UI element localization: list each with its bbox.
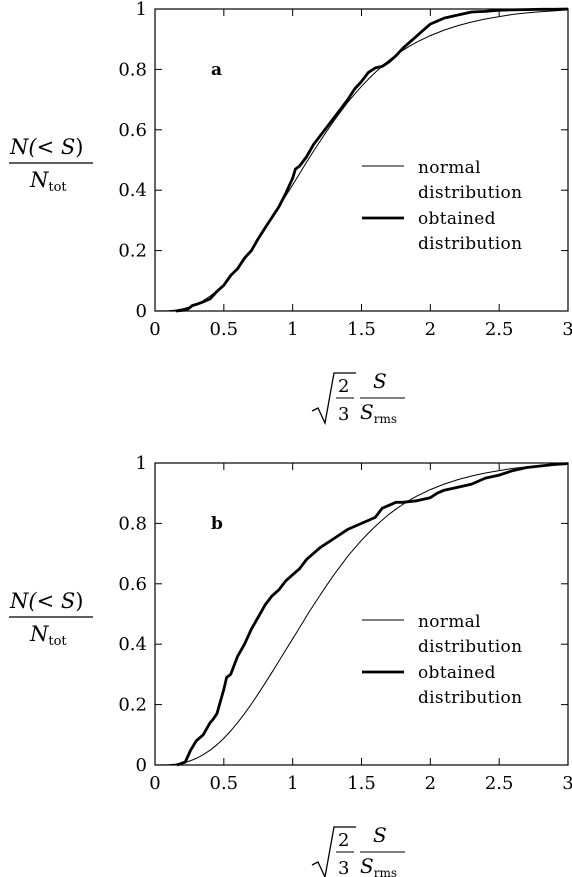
x-tick-label: 1 <box>287 319 298 340</box>
panel-b-label: b <box>211 514 223 534</box>
panel-b-legend-normal-line2: distribution <box>418 637 522 657</box>
panel-a-xlabel-var-den-s: S <box>360 400 374 424</box>
normal-distribution-line <box>154 9 569 312</box>
panel-b-ylabel-den: N <box>29 622 49 646</box>
panel-a: 0 0.5 1 1.5 2 2.5 3 0 0.2 0.4 0.6 0.8 1 a normal dis… <box>9 0 572 426</box>
panel-a-ylabel-num-left: N(< <box>9 135 61 159</box>
panel-a-xlabel-frac-num: 2 <box>338 376 349 397</box>
panel-a-legend: normal distribution obtained distributio… <box>362 158 522 254</box>
panel-b-legend-obtained-line2: distribution <box>418 688 522 708</box>
panel-b-xlabel-var-den-sub: rms <box>374 866 397 877</box>
y-tick-label: 0.2 <box>118 695 147 716</box>
y-tick-label: 0 <box>136 755 147 776</box>
obtained-distribution-line <box>176 462 569 767</box>
obtained-distribution-line <box>175 7 569 313</box>
y-tick-label: 0.8 <box>118 513 147 534</box>
panel-a-ylabel-num-right: ) <box>75 135 83 159</box>
x-tick-label: 1 <box>287 773 298 794</box>
panel-b-xlabel-frac-num: 2 <box>338 830 349 851</box>
panel-b-legend: normal distribution obtained distributio… <box>362 612 522 708</box>
y-tick-label: 0.6 <box>118 574 147 595</box>
panel-b-xlabel-var-den-s: S <box>360 854 374 877</box>
panel-b-ylabel-num-left: N(< <box>9 589 61 613</box>
panel-a-xlabel-var-den-sub: rms <box>374 412 397 426</box>
y-tick-label: 0.4 <box>118 180 147 201</box>
panel-b-ylabel-num-right: ) <box>75 589 83 613</box>
panel-b-tick-labels: 0 0.5 1 1.5 2 2.5 3 0 0.2 0.4 0.6 0.8 1 <box>118 453 572 794</box>
panel-a-frame <box>154 8 569 312</box>
panel-a-xlabel-var-num: S <box>373 369 387 393</box>
panel-b-y-axis-label: N(< S) Ntot <box>9 589 93 649</box>
x-tick-label: 2.5 <box>485 773 514 794</box>
panel-a-y-axis-label: N(< S) Ntot <box>9 135 93 195</box>
x-tick-label: 2.5 <box>485 319 514 340</box>
panel-b-ylabel-den-sub: tot <box>48 634 67 649</box>
panel-b-x-axis-label: 2 3 S Srms <box>311 823 405 877</box>
panel-b-xlabel-var-den: Srms <box>360 854 397 877</box>
panel-a-series <box>154 7 569 313</box>
x-tick-label: 0.5 <box>210 773 239 794</box>
normal-distribution-line <box>154 463 569 766</box>
x-tick-label: 3 <box>562 319 572 340</box>
y-tick-label: 0.6 <box>118 120 147 141</box>
x-tick-label: 0 <box>149 773 160 794</box>
panel-a-ylabel-num-var: S <box>61 135 75 159</box>
panel-b-xlabel-frac-den: 3 <box>338 858 349 877</box>
y-tick-label: 0.4 <box>118 634 147 655</box>
panel-a-ylabel-numerator: N(< S) <box>9 135 83 159</box>
panel-a-legend-normal-line1: normal <box>418 158 481 178</box>
x-tick-label: 1.5 <box>347 319 376 340</box>
y-tick-label: 0 <box>136 301 147 322</box>
y-tick-label: 1 <box>136 0 147 20</box>
panel-a-ylabel-den-sub: tot <box>48 180 67 195</box>
panel-a-legend-obtained-line1: obtained <box>418 209 496 229</box>
panel-b-ylabel-numerator: N(< S) <box>9 589 83 613</box>
panel-b-legend-normal-line1: normal <box>418 612 481 632</box>
panel-b: 0 0.5 1 1.5 2 2.5 3 0 0.2 0.4 0.6 0.8 1 b normal dis… <box>9 453 572 877</box>
panel-b-xlabel-var-num: S <box>373 823 387 847</box>
panel-a-ylabel-den: N <box>29 168 49 192</box>
panel-a-x-axis-label: 2 3 S Srms <box>311 369 405 426</box>
panel-a-tick-labels: 0 0.5 1 1.5 2 2.5 3 0 0.2 0.4 0.6 0.8 1 <box>118 0 572 340</box>
panel-b-frame <box>154 462 569 766</box>
panel-b-ylabel-num-var: S <box>61 589 75 613</box>
x-tick-label: 0.5 <box>210 319 239 340</box>
panel-a-ylabel-denominator: Ntot <box>29 168 67 195</box>
panel-a-xlabel-var-den: Srms <box>360 400 397 426</box>
panel-b-ylabel-denominator: Ntot <box>29 622 67 649</box>
panel-a-label: a <box>211 60 222 80</box>
panel-a-xlabel-sqrt-sign <box>311 372 356 426</box>
y-tick-label: 0.8 <box>118 59 147 80</box>
x-tick-label: 2 <box>425 319 436 340</box>
x-tick-label: 0 <box>149 319 160 340</box>
panel-a-xlabel-frac-den: 3 <box>338 404 349 425</box>
panel-a-legend-obtained-line2: distribution <box>418 234 522 254</box>
panel-a-ticks <box>154 8 569 312</box>
panel-a-legend-normal-line2: distribution <box>418 183 522 203</box>
x-tick-label: 2 <box>425 773 436 794</box>
y-tick-label: 0.2 <box>118 241 147 262</box>
panel-b-series <box>154 462 569 767</box>
x-tick-label: 3 <box>562 773 572 794</box>
panel-b-legend-obtained-line1: obtained <box>418 663 496 683</box>
y-tick-label: 1 <box>136 453 147 474</box>
x-tick-label: 1.5 <box>347 773 376 794</box>
panel-b-ticks <box>154 462 569 766</box>
panel-b-xlabel-sqrt-sign <box>311 826 356 877</box>
